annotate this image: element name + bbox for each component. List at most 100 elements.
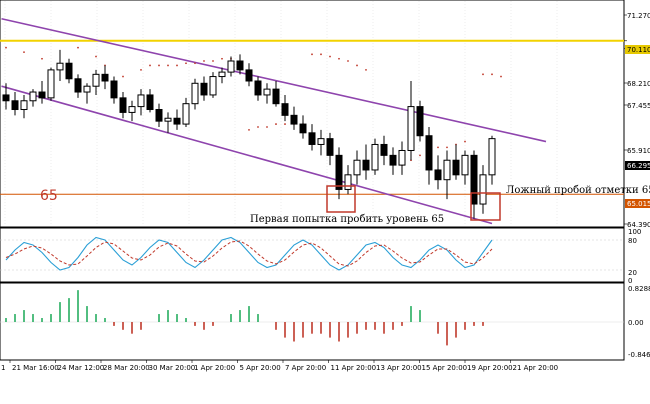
- stochastic-tick-label: 0: [628, 277, 632, 285]
- current-price-tag: 66.295: [627, 162, 650, 170]
- candle-bullish: [47, 69, 55, 99]
- candle-bearish: [434, 169, 442, 181]
- candle-bearish: [65, 62, 73, 80]
- stochastic-oscillator: [0, 236, 624, 271]
- sar-dot: [194, 62, 196, 65]
- sar-dot: [284, 123, 286, 125]
- price-tick-label: 67.455: [627, 102, 650, 110]
- candle-bullish: [20, 100, 28, 111]
- sar-dot: [140, 68, 142, 71]
- price-tick-label: 64.390: [627, 221, 650, 229]
- candle-bullish: [479, 174, 487, 205]
- candle-bearish: [173, 117, 181, 125]
- time-label: 24 Mar 12:00: [58, 364, 105, 372]
- candle-bullish: [56, 62, 64, 71]
- candle-bullish: [353, 159, 361, 176]
- sar-dot: [203, 60, 205, 62]
- candle-bearish: [470, 154, 478, 205]
- highlight-boxes: [326, 185, 501, 221]
- candle-bullish: [218, 71, 226, 78]
- time-label: 30 Mar 20:00: [149, 364, 196, 372]
- sar-dot: [419, 154, 421, 157]
- stochastic-main-line: [5, 236, 493, 271]
- time-label: 21 Apr 20:00: [513, 364, 559, 372]
- sar-dot: [77, 46, 79, 49]
- sar-dot: [149, 64, 151, 67]
- first-attempt-annotation: Первая попытка пробить уровень 65: [250, 214, 444, 225]
- sar-dot: [437, 146, 439, 149]
- sar-dot: [347, 60, 349, 62]
- sar-dot: [158, 64, 160, 67]
- sar-dot: [95, 55, 97, 58]
- sar-dot: [446, 146, 448, 149]
- parabolic-sar: [5, 46, 502, 166]
- candle-bearish: [362, 159, 370, 171]
- stochastic-panel-frame: [0, 227, 625, 283]
- candle-bullish: [317, 138, 325, 145]
- candle-bullish: [164, 117, 172, 122]
- time-label: 21 Mar 16:00: [12, 364, 59, 372]
- stochastic-tick-label: 20: [628, 269, 637, 277]
- candle-bullish: [407, 106, 415, 151]
- candle-bearish: [200, 82, 208, 96]
- candle-bearish: [146, 94, 154, 111]
- candle-bullish: [137, 94, 145, 108]
- candle-bullish: [227, 60, 235, 73]
- sar-dot: [464, 140, 466, 143]
- macd-tick-label: -0.8461: [628, 351, 650, 359]
- false-breakout-box: [470, 192, 501, 221]
- candle-bearish: [236, 60, 244, 71]
- candle-bullish: [461, 154, 469, 176]
- sar-dot: [338, 57, 340, 60]
- sar-dot: [257, 126, 259, 128]
- sar-dot: [185, 62, 187, 65]
- level-price-tag-bg: [625, 199, 650, 208]
- sar-dot: [275, 123, 277, 125]
- price-channel: [1, 17, 547, 225]
- candle-bullish: [191, 82, 199, 105]
- sar-dot: [491, 73, 493, 76]
- candle-bearish: [380, 143, 388, 156]
- candle-bullish: [443, 159, 451, 181]
- candle-bearish: [425, 135, 433, 171]
- macd-tick-label: 0.00: [628, 319, 644, 327]
- sar-dot: [329, 55, 331, 58]
- channel-lower-line: [1, 85, 493, 225]
- candle-bearish: [290, 114, 298, 125]
- candle-bearish: [110, 80, 118, 99]
- sar-dot: [212, 60, 214, 62]
- resistance-price-tag: 70.110: [627, 46, 650, 54]
- sar-dot: [221, 57, 223, 60]
- sar-dot: [266, 126, 268, 128]
- sar-dot: [23, 51, 25, 54]
- candle-bearish: [335, 154, 343, 190]
- sar-dot: [365, 68, 367, 71]
- candle-bearish: [299, 123, 307, 134]
- price-tick-label: 65.910: [627, 147, 650, 155]
- candle-bearish: [452, 159, 460, 176]
- stochastic-tick-label: 100: [628, 228, 641, 236]
- candle-bullish: [488, 138, 496, 176]
- candle-bearish: [2, 94, 10, 102]
- time-label-partial: 1: [1, 364, 5, 372]
- current-price-tag-bg: [625, 161, 650, 170]
- candle-bearish: [38, 91, 46, 99]
- macd-tick-label: 0.8288: [628, 285, 650, 293]
- price-tick-label: 71.270: [627, 12, 650, 20]
- candle-bearish: [389, 154, 397, 166]
- candle-bearish: [281, 103, 289, 116]
- sar-dot: [482, 73, 484, 76]
- time-label: 19 Apr 20:00: [467, 364, 513, 372]
- level-65-label: 65: [40, 188, 58, 204]
- time-label: 7 Apr 20:00: [285, 364, 326, 372]
- stochastic-signal-line: [5, 240, 493, 267]
- sar-dot: [176, 64, 178, 67]
- price-tick-label: 68.210: [627, 80, 650, 88]
- candle-bearish: [155, 109, 163, 122]
- sar-dot: [167, 64, 169, 67]
- candle-bullish: [371, 143, 379, 171]
- candle-bearish: [245, 69, 253, 82]
- candle-bullish: [83, 85, 91, 93]
- sar-dot: [41, 57, 43, 60]
